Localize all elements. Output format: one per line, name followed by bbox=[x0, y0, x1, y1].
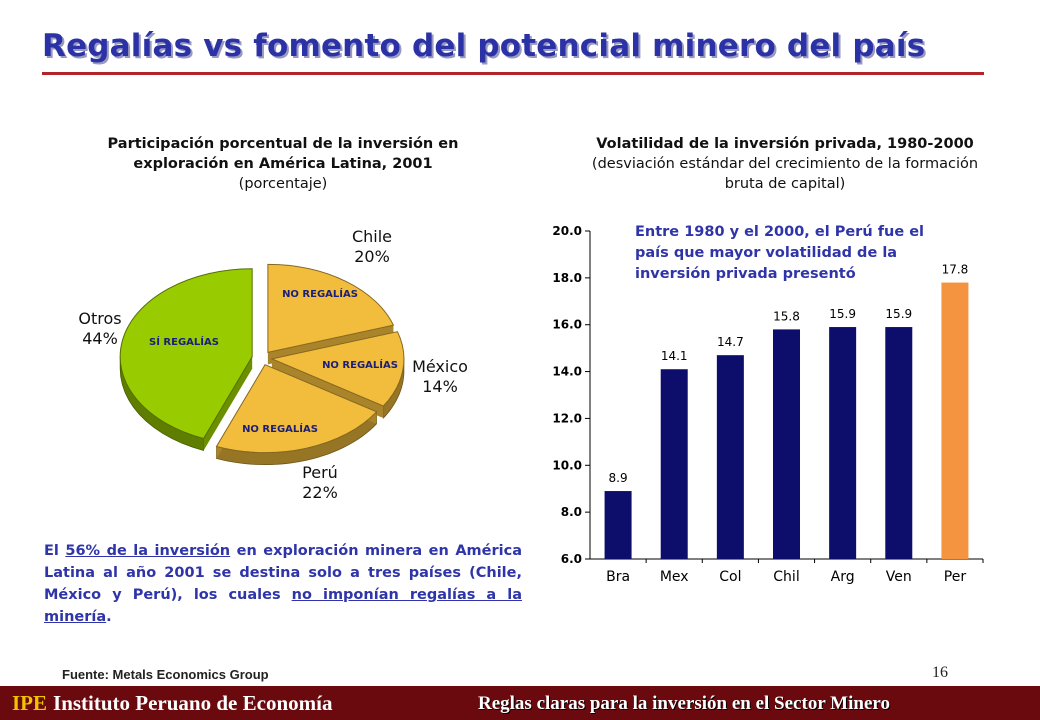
x-tick-label-Mex: Mex bbox=[660, 569, 689, 585]
pie-subtitle: (porcentaje) bbox=[238, 176, 328, 192]
pie-label-3: Otros bbox=[78, 309, 121, 328]
pie-value-label-3: 44% bbox=[82, 329, 118, 348]
bar-chart: 6.0 8.0 10.0 12.0 14.0 16.0 18.0 20.0 8.9 Bra 14.1… bbox=[552, 224, 984, 585]
y-tick-label-0: 6.0 bbox=[561, 552, 582, 566]
page-number: 16 bbox=[932, 664, 948, 681]
pie-explanation: El 56% de la inversión en exploración mi… bbox=[44, 540, 522, 628]
bar-Bra bbox=[604, 491, 632, 559]
bar-value-label-Bra: 8.9 bbox=[609, 471, 628, 485]
pie-title-line-2: exploración en América Latina, 2001 bbox=[133, 156, 433, 172]
y-tick-label-6: 18.0 bbox=[552, 271, 582, 285]
note-text-2: en exploración minera en América Latina … bbox=[44, 543, 522, 603]
x-tick-label-Per: Per bbox=[944, 569, 967, 585]
x-tick-label-Bra: Bra bbox=[606, 569, 630, 585]
page-title: Regalías vs fomento del potencial minero… bbox=[42, 28, 926, 64]
pie-title-line-1: Participación porcentual de la inversión… bbox=[107, 136, 459, 152]
bar-value-label-Ven: 15.9 bbox=[885, 307, 912, 321]
bar-value-label-Chil: 15.8 bbox=[773, 309, 800, 323]
bar-value-label-Col: 14.7 bbox=[717, 335, 744, 349]
note-highlight-1: 56% de la inversión bbox=[65, 543, 231, 559]
x-tick-label-Col: Col bbox=[719, 569, 741, 585]
bar-title: Volatilidad de la inversión privada, 198… bbox=[596, 136, 974, 152]
x-tick-label-Arg: Arg bbox=[831, 569, 855, 585]
bar-Per bbox=[941, 282, 969, 559]
bar-Chil bbox=[773, 329, 800, 559]
pie-label-2: Perú bbox=[302, 463, 338, 482]
pie-value-label-1: 14% bbox=[422, 377, 458, 396]
pie-slice-note-2: NO REGALÍAS bbox=[242, 422, 318, 435]
pie-slice-1 bbox=[270, 331, 405, 407]
x-tick-label-Ven: Ven bbox=[886, 569, 912, 585]
pie-slice-0 bbox=[267, 263, 395, 353]
bar-subtitle-line-2: bruta de capital) bbox=[724, 176, 846, 192]
bar-Mex bbox=[660, 369, 688, 559]
pie-value-label-2: 22% bbox=[302, 483, 338, 502]
x-tick-label-Chil: Chil bbox=[773, 569, 799, 585]
title-underline bbox=[42, 72, 984, 75]
pie-slice-note-1: NO REGALÍAS bbox=[322, 358, 398, 371]
note-highlight-2: no imponían regalías a la minería bbox=[44, 587, 523, 625]
y-tick-label-1: 8.0 bbox=[561, 505, 582, 519]
pie-slice-2 bbox=[215, 364, 378, 454]
bar-value-label-Arg: 15.9 bbox=[829, 307, 856, 321]
pie-slice-wall-a-3 bbox=[203, 356, 253, 451]
pie-label-1: México bbox=[412, 357, 468, 376]
ipe-acronym: IPE bbox=[12, 691, 48, 715]
bar-chart-annotation: Entre 1980 y el 2000, el Perú fue el paí… bbox=[635, 224, 925, 282]
bar-Arg bbox=[829, 327, 857, 559]
bar-Ven bbox=[885, 327, 913, 559]
y-tick-label-7: 20.0 bbox=[552, 224, 582, 238]
pie-slice-note-3: SÍ REGALÍAS bbox=[149, 335, 219, 348]
ipe-name: Instituto Peruano de Economía bbox=[53, 691, 333, 715]
footer-bar: IPE Instituto Peruano de Economía Reglas … bbox=[0, 686, 1040, 720]
pie-label-0: Chile bbox=[352, 227, 392, 246]
pie-chart-title: Participación porcentual de la inversión… bbox=[42, 134, 524, 194]
bar-subtitle-line-1: (desviación estándar del crecimiento de … bbox=[591, 156, 979, 172]
y-tick-label-5: 16.0 bbox=[552, 318, 582, 332]
bar-Col bbox=[716, 355, 744, 559]
bar-value-label-Mex: 14.1 bbox=[661, 349, 688, 363]
pie-value-label-0: 20% bbox=[354, 247, 390, 266]
footer-organization: IPE Instituto Peruano de Economía bbox=[12, 691, 332, 716]
y-tick-label-3: 12.0 bbox=[552, 411, 582, 425]
bar-chart-title: Volatilidad de la inversión privada, 198… bbox=[540, 134, 1030, 194]
footer-slogan: Reglas claras para la inversión en el Se… bbox=[478, 693, 890, 714]
bar-value-label-Per: 17.8 bbox=[942, 263, 969, 277]
note-text-3: . bbox=[106, 609, 112, 625]
pie-slice-3 bbox=[119, 268, 253, 440]
source-note: Fuente: Metals Economics Group bbox=[62, 667, 269, 682]
y-tick-label-2: 10.0 bbox=[552, 458, 582, 472]
note-text-1: El bbox=[44, 543, 66, 559]
pie-slice-note-0: NO REGALÍAS bbox=[282, 287, 358, 300]
y-tick-label-4: 14.0 bbox=[552, 365, 582, 379]
